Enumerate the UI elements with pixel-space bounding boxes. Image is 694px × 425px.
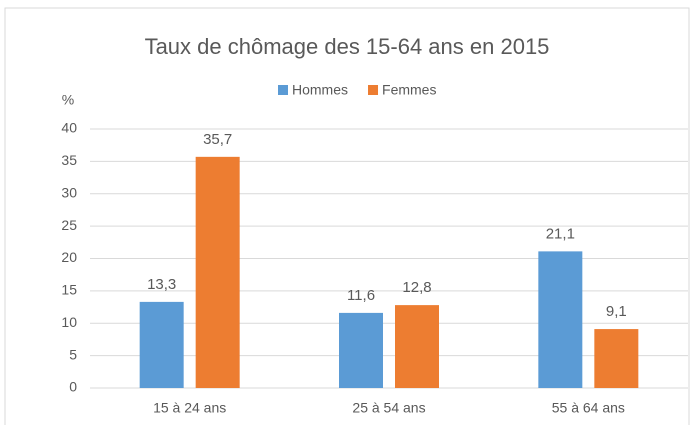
y-tick-label: 30 [61,184,77,200]
data-label: 11,6 [347,287,375,304]
data-label: 13,3 [147,276,176,293]
legend-swatch [368,85,379,95]
y-axis-label: % [62,92,74,108]
chart-title: Taux de chômage des 15-64 ans en 2015 [145,34,550,59]
y-tick-label: 25 [61,217,77,233]
bar [195,156,240,388]
x-tick-label: 25 à 54 ans [352,400,425,416]
bar [395,305,439,388]
y-tick-label: 35 [61,152,77,168]
bar [139,301,184,388]
data-label: 21,1 [546,225,575,242]
legend-label: Hommes [292,82,348,98]
y-tick-label: 15 [61,282,77,298]
y-tick-label: 0 [69,379,77,395]
data-label: 35,7 [203,131,232,148]
x-tick-label: 55 à 64 ans [552,400,625,416]
x-tick-label: 15 à 24 ans [153,400,226,416]
bar [339,312,383,388]
data-label: 12,8 [402,279,431,296]
data-label: 9,1 [606,303,627,320]
bar [594,329,639,388]
y-tick-label: 5 [69,346,77,362]
legend-label: Femmes [382,82,436,98]
y-tick-label: 20 [61,249,77,265]
y-tick-label: 40 [61,120,77,136]
legend-swatch [278,85,288,95]
y-tick-label: 10 [61,314,77,330]
bar [538,251,583,388]
